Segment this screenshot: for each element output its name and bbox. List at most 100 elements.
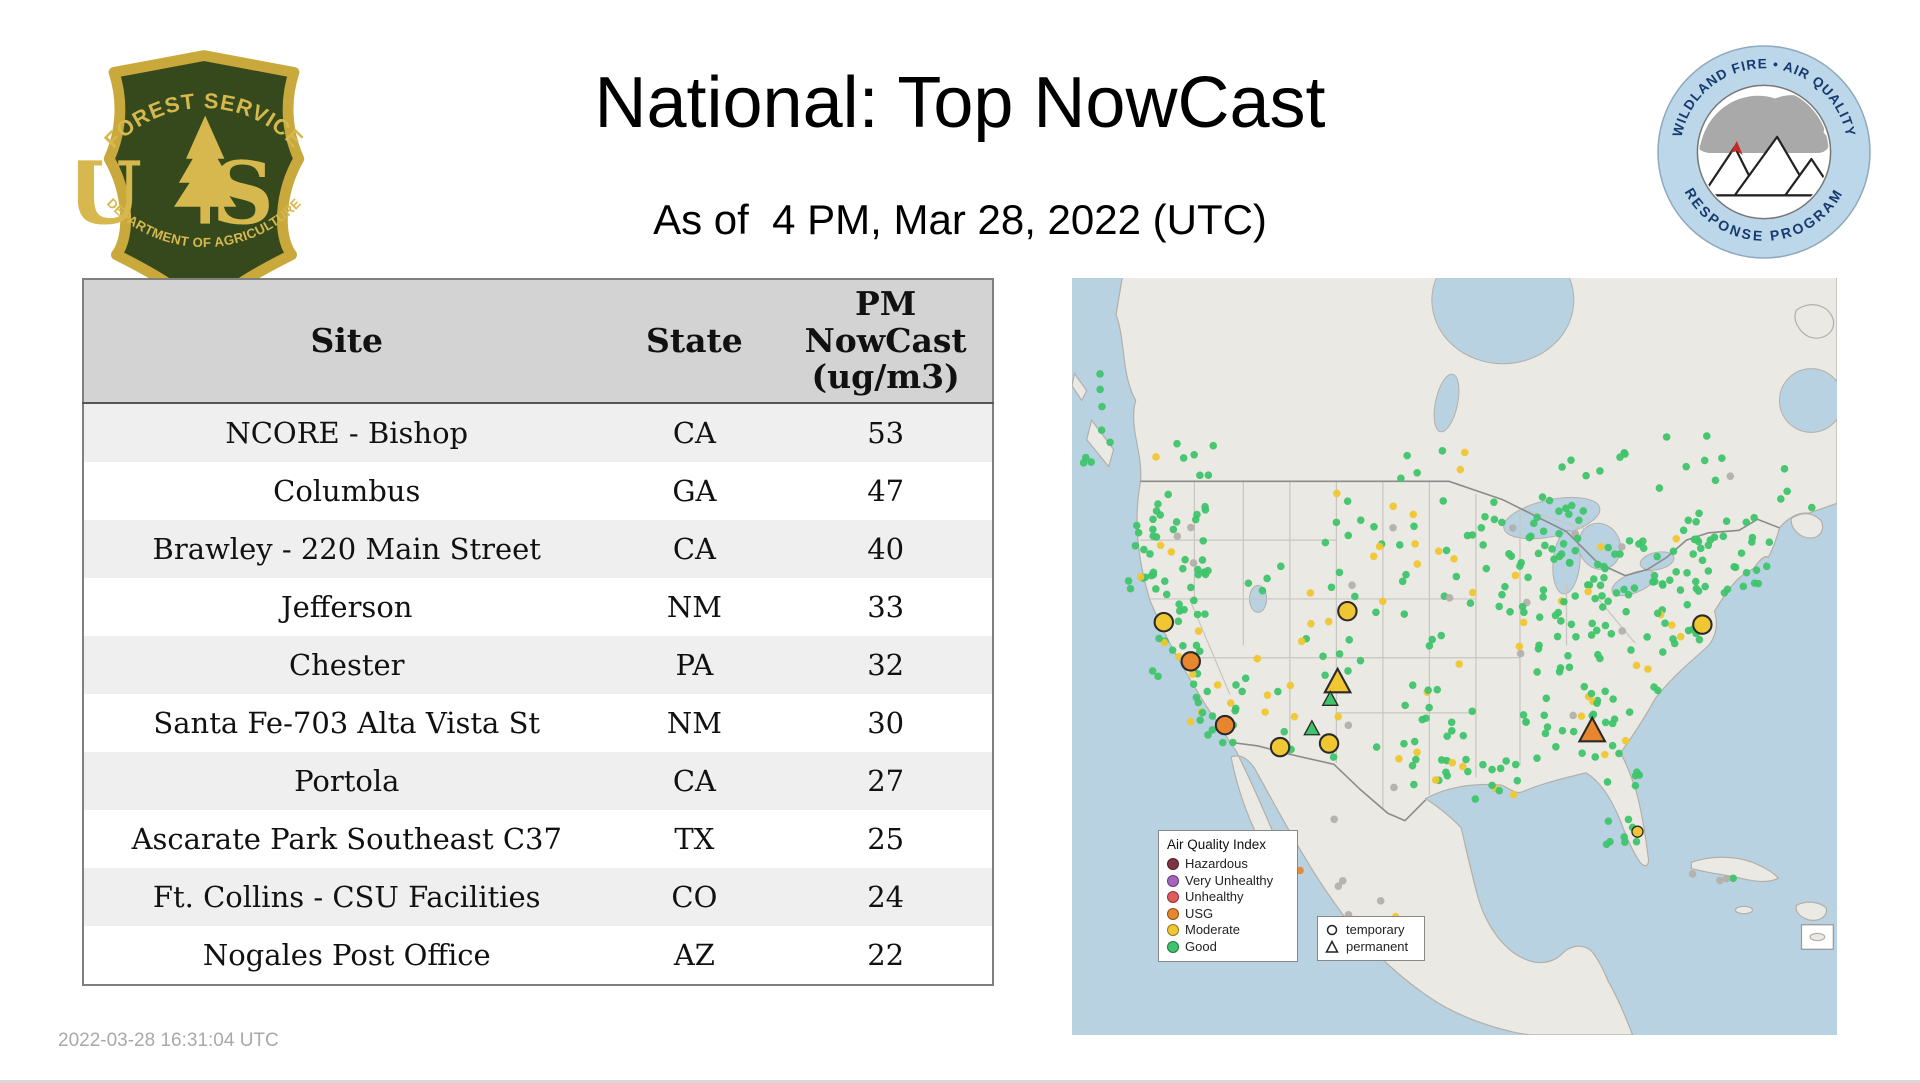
monitor-dot-gray (1376, 897, 1385, 905)
nowcast-table-wrap: Site State PM NowCast (ug/m3) NCORE - Bish… (82, 278, 994, 986)
monitor-dot-good (1201, 610, 1209, 618)
monitor-dot-good (1575, 516, 1583, 525)
monitor-dot-good (1400, 739, 1408, 748)
aqi-legend: Air Quality Index Hazardous Very Unhealth… (1158, 830, 1298, 962)
monitor-dot-good (1208, 726, 1217, 734)
monitor-dot-good (1506, 607, 1514, 616)
column-header: Site (83, 279, 610, 404)
monitor-dot-gray (1187, 523, 1195, 532)
monitor-dot-good (1126, 584, 1135, 593)
monitor-dot-moderate (1455, 660, 1463, 668)
monitor-dot-good (1443, 732, 1451, 741)
legend-label: Moderate (1185, 922, 1240, 937)
monitor-dot-gray (1726, 472, 1735, 480)
monitor-dot-good (1343, 497, 1352, 505)
monitor-dot-moderate (1152, 453, 1160, 461)
monitor-dot-moderate (1253, 654, 1262, 663)
monitor-dot-gray (1338, 876, 1347, 885)
monitor-dot-good (1134, 528, 1143, 537)
monitor-dot-good (1490, 498, 1498, 506)
monitor-dot-good (1522, 718, 1530, 726)
monitor-dot-good (1519, 711, 1528, 719)
monitor-dot-gray (1334, 882, 1343, 890)
monitor-dot-good (1777, 495, 1785, 503)
monitor-dot-moderate (1632, 661, 1641, 670)
legend-item: Hazardous (1167, 856, 1289, 873)
table-cell: CA (672, 764, 716, 798)
monitor-dot-good (1670, 639, 1679, 648)
monitor-dot-good (1140, 545, 1148, 554)
monitor-dot-good (1425, 703, 1433, 712)
monitor-dot-good (1401, 701, 1409, 710)
table-cell: Nogales Post Office (202, 938, 491, 972)
monitor-dot-good (1616, 453, 1624, 462)
monitor-dot-good (1372, 743, 1381, 751)
legend-label: Unhealthy (1185, 889, 1244, 904)
monitor-dot-good (1625, 537, 1634, 545)
monitor-dot-good (1742, 518, 1751, 527)
table-cell: CO (671, 880, 718, 914)
monitor-dot-good (1567, 501, 1576, 510)
table-row: Jefferson NM 33 (83, 578, 993, 636)
monitor-dot-gray (1344, 721, 1353, 730)
monitor-dot-good (1704, 567, 1713, 575)
legend-swatch-moderate (1167, 924, 1179, 937)
monitor-dot-good (1579, 507, 1588, 515)
monitor-dot-good (1204, 471, 1213, 480)
monitor-dot-good (1169, 525, 1178, 534)
monitor-dot-good (1700, 456, 1709, 465)
monitor-dot-good (1604, 597, 1612, 606)
monitor-dot-good (1370, 522, 1378, 531)
table-cell: Portola (294, 764, 400, 798)
monitor-dot-good (1666, 576, 1674, 584)
monitor-dot-good (1762, 562, 1771, 571)
monitor-dot-good (1552, 742, 1560, 751)
monitor-dot-good (1438, 447, 1447, 455)
table-row: Columbus GA 47 (83, 462, 993, 520)
monitor-dot-gray (1189, 559, 1198, 567)
monitor-dot-good (1616, 550, 1624, 558)
table-row: Nogales Post Office AZ 22 (83, 926, 993, 985)
monitor-dot-good (1511, 760, 1520, 769)
monitor-dot-good (1722, 517, 1731, 525)
monitor-dot-good (1410, 522, 1418, 531)
monitor-dot-good (1231, 706, 1239, 715)
monitor-dot-good (1418, 715, 1427, 724)
monitor-dot-gray (1618, 627, 1626, 635)
monitor-dot-gray (1569, 711, 1577, 720)
monitor-dot-good (1096, 370, 1104, 378)
monitor-dot-good (1496, 764, 1505, 773)
monitor-dot-good (1551, 611, 1560, 620)
generated-timestamp: 2022-03-28 16:31:04 UTC (58, 1030, 279, 1051)
monitor-dot-good (1490, 515, 1499, 524)
monitor-dot-good (1593, 560, 1602, 569)
table-cell: Santa Fe-703 Alta Vista St (153, 706, 541, 740)
monitor-dot-good (1582, 471, 1590, 480)
monitor-dot-good (1196, 716, 1204, 724)
monitor-dot-good (1565, 510, 1573, 518)
monitor-dot-good (1538, 493, 1547, 501)
table-cell: TX (674, 822, 715, 856)
monitor-dot-good (1192, 641, 1201, 650)
monitor-dot-good (1600, 573, 1608, 582)
table-row: Chester PA 32 (83, 636, 993, 694)
monitor-dot-good (1321, 671, 1329, 680)
monitor-dot-good (1730, 563, 1738, 571)
monitor-dot-moderate (1431, 776, 1440, 784)
monitor-dot-gray (1716, 876, 1724, 885)
monitor-dot-good (1132, 521, 1141, 530)
legend-item: Good (1167, 939, 1289, 956)
site-marker-triangle-good (1321, 689, 1339, 707)
monitor-dot-moderate (1434, 547, 1443, 555)
monitor-dot-good (1428, 635, 1437, 644)
monitor-dot-moderate (1448, 758, 1457, 767)
monitor-dot-good (1601, 718, 1610, 727)
table-cell: PA (675, 648, 714, 682)
puerto-rico (1809, 932, 1826, 942)
legend-label: Very Unhealthy (1185, 872, 1274, 888)
monitor-dot-good (1587, 631, 1596, 639)
monitor-dot-good (1580, 682, 1589, 691)
monitor-dot-good (1682, 462, 1690, 471)
monitor-dot-good (1471, 795, 1480, 803)
